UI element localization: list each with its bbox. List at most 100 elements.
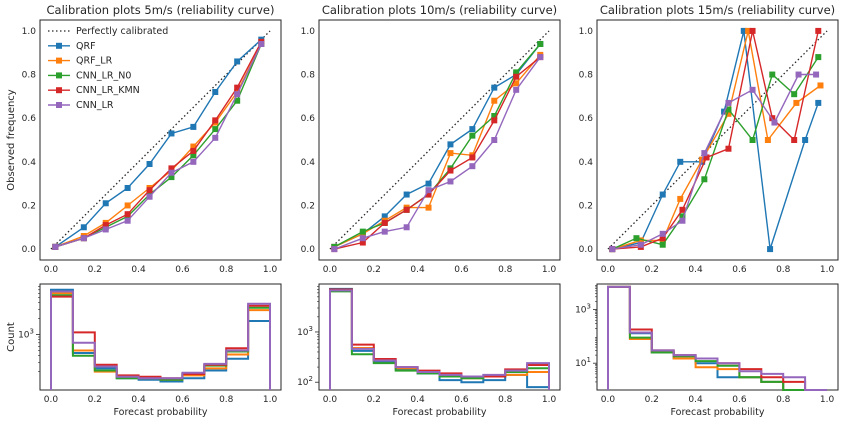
panel-3-marker-cnn_lr_n0 [769, 71, 776, 78]
panel-1-marker-cnn_lr_kmn [168, 165, 175, 172]
panel-3-marker-cnn_lr_kmn [749, 27, 756, 34]
legend-marker-cnn_lr_n0 [56, 72, 62, 79]
panel-3-marker-qrf_lr [764, 137, 771, 143]
panel-1-marker-cnn_lr [102, 226, 109, 233]
panel-2-hist-step-cnn_lr [329, 289, 550, 390]
panel-3-marker-cnn_lr_kmn [679, 206, 686, 213]
panel-3-marker-cnn_lr_n0 [633, 235, 640, 242]
legend-label-cnn_lr_kmn: CNN_LR_KMN [76, 85, 140, 96]
panel-3-line-qrf [612, 30, 819, 250]
panel-3-line-cnn_lr [612, 73, 817, 250]
panel-2-marker-cnn_lr_n0 [469, 132, 476, 139]
panel-1-marker-cnn_lr [234, 91, 241, 98]
panel-3-marker-qrf_lr [817, 82, 824, 89]
legend-marker-qrf [56, 42, 62, 49]
panel-1-marker-cnn_lr_kmn [124, 211, 131, 218]
panel-3-marker-qrf [815, 99, 822, 106]
panel-3-marker-cnn_lr [749, 86, 756, 93]
panel-2-ytick-label: 0.0 [301, 245, 316, 255]
panel-3-hist-xtick-label: 0.2 [645, 395, 659, 405]
panel-3-hist-xtick-label: 0.8 [776, 395, 791, 405]
panel-2-hist-xtick-label: 1.0 [542, 395, 557, 405]
panel-1-marker-cnn_lr_kmn [190, 147, 197, 154]
panel-3-hist-xtick-label: 0.6 [732, 395, 747, 405]
panel-2-hist-xtick-label: 0.6 [454, 395, 469, 405]
panel-1-hist-step-cnn_lr [50, 290, 271, 390]
panel-1-line-cnn_lr_kmn [55, 41, 262, 248]
panel-2-line-qrf [334, 43, 541, 248]
panel-2-marker-cnn_lr [403, 224, 410, 231]
panel-2-title: Calibration plots 10m/s (reliability cur… [322, 3, 557, 17]
panel-2-xtick-label: 0.8 [498, 265, 513, 275]
panel-2-ytick-label: 0.8 [301, 71, 316, 81]
panel-1-hist-xtick-label: 0.6 [175, 395, 190, 405]
panel-1-ytick-label: 0.0 [22, 245, 37, 255]
legend-marker-qrf_lr [56, 57, 62, 64]
panel-1-marker-qrf [146, 161, 153, 167]
panel-2-marker-cnn_lr_n0 [537, 41, 544, 47]
panel-2-hist-ytick-label: 103 [297, 325, 313, 338]
panel-2-marker-cnn_lr [425, 187, 432, 194]
panel-2-marker-qrf_lr [425, 204, 432, 211]
panel-2-marker-cnn_lr_kmn [447, 167, 454, 174]
panel-3-xtick-label: 0.0 [601, 265, 616, 275]
panel-2-hist-xtick-label: 0.0 [323, 395, 338, 405]
panel-1-hist-xlabel: Forecast probability [114, 407, 208, 418]
panel-1-marker-cnn_lr_kmn [146, 187, 153, 194]
panel-1-hist-xtick-label: 0.0 [44, 395, 59, 405]
panel-1-marker-cnn_lr_kmn [234, 84, 241, 91]
panel-1-marker-cnn_lr [52, 243, 59, 250]
panel-2-ytick-label: 0.6 [301, 114, 316, 124]
legend-label-qrf: QRF [76, 41, 96, 52]
panel-2-line-cnn_lr_n0 [333, 43, 541, 248]
panel-3-marker-qrf [659, 191, 666, 198]
panel-1-ytick-label: 1.0 [22, 27, 37, 37]
panel-2-marker-qrf [403, 191, 410, 198]
panel-2-calibration-frame [318, 19, 561, 261]
panel-2-marker-qrf [425, 180, 432, 187]
panel-2-marker-cnn_lr [359, 235, 366, 242]
panel-3-marker-cnn_lr [701, 150, 708, 157]
panel-1-marker-qrf [124, 185, 131, 191]
panel-1-marker-cnn_lr_n0 [190, 152, 197, 159]
panel-3-marker-cnn_lr [813, 71, 820, 78]
panel-2-hist-ytick-label: 102 [297, 375, 313, 388]
legend-label-cnn_lr: CNN_LR [76, 100, 114, 111]
panel-1-ytick-label: 0.2 [22, 201, 36, 211]
panel-1-marker-cnn_lr [190, 158, 197, 165]
panel-2-hist-step-cnn_lr_kmn [329, 288, 550, 390]
panel-3-marker-qrf_lr [793, 99, 800, 106]
panel-1-marker-cnn_lr [212, 134, 219, 141]
panel-1-hist-ytick-label: 103 [18, 328, 34, 341]
panel-1-ytick-label: 0.4 [22, 158, 37, 168]
panel-3-hist-xtick-label: 1.0 [820, 395, 835, 405]
panel-1-hist-xtick-label: 1.0 [263, 395, 278, 405]
panel-2-marker-cnn_lr_kmn [403, 206, 410, 213]
panel-3-ytick-label: 0.0 [579, 245, 594, 255]
panel-3-marker-qrf_lr [677, 195, 684, 202]
panel-1-marker-qrf_lr [190, 143, 197, 150]
panel-2-marker-cnn_lr [491, 137, 498, 143]
panel-1-marker-qrf [212, 89, 219, 95]
panel-1-title: Calibration plots 5m/s (reliability curv… [47, 3, 275, 17]
panel-1-ytick-label: 0.6 [22, 114, 37, 124]
panel-1-marker-qrf [234, 58, 241, 65]
panel-2-xtick-label: 0.4 [410, 265, 425, 275]
panel-2-marker-cnn_lr_kmn [381, 219, 388, 226]
panel-3-marker-qrf [740, 27, 747, 34]
panel-2-marker-qrf_lr [447, 150, 454, 157]
panel-1-marker-qrf [168, 130, 175, 137]
panel-2-line-cnn_lr [334, 56, 541, 250]
panel-2-marker-qrf_lr [513, 80, 520, 87]
panel-2-xtick-label: 0.0 [323, 265, 338, 275]
legend-label-cnn_lr_n0: CNN_LR_N0 [76, 70, 131, 81]
panel-1-marker-cnn_lr [168, 169, 175, 176]
panel-1-marker-qrf_lr [124, 202, 131, 209]
panel-3-marker-cnn_lr_kmn [815, 27, 822, 34]
panel-2-marker-cnn_lr_kmn [359, 239, 366, 246]
panel-3-marker-cnn_lr_kmn [791, 137, 798, 143]
panel-3-marker-cnn_lr_kmn [659, 235, 666, 242]
panel-3-marker-qrf [677, 158, 684, 165]
panel-3-marker-qrf_lr [745, 27, 752, 34]
